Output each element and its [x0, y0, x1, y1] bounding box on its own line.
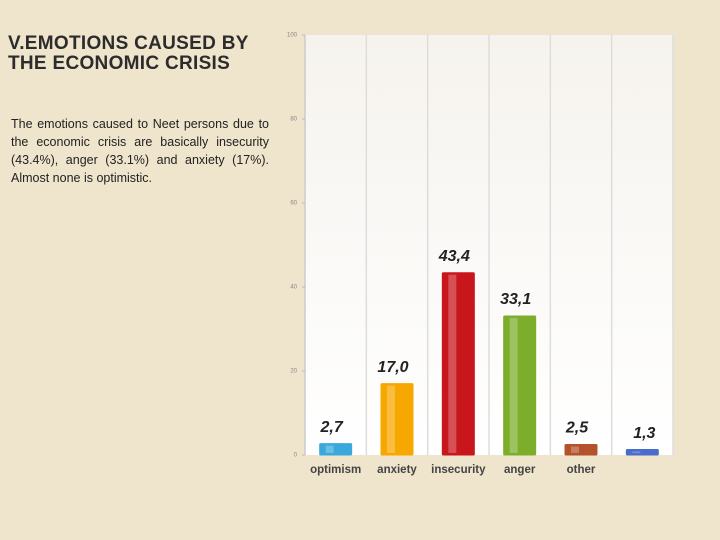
bar-highlight — [387, 385, 395, 453]
value-label: 2,7 — [320, 419, 344, 436]
value-label: 43,4 — [438, 248, 470, 265]
bar-highlight — [571, 446, 579, 453]
bar — [625, 449, 659, 456]
x-tick-label: other — [567, 464, 596, 476]
slide-body: The emotions caused to Neet persons due … — [11, 117, 269, 185]
value-label: 2,5 — [565, 420, 589, 437]
y-tick-label: 80 — [290, 117, 297, 123]
value-label: 33,1 — [500, 291, 531, 308]
bar-highlight — [509, 317, 518, 453]
y-tick-label: 40 — [290, 285, 297, 291]
bar — [564, 444, 598, 456]
x-tick-label: anger — [504, 464, 536, 476]
bar — [319, 443, 353, 456]
value-label: 17,0 — [377, 359, 408, 376]
bar — [441, 272, 475, 456]
x-tick-label: optimism — [310, 464, 361, 476]
value-label: 1,3 — [633, 425, 655, 442]
y-tick-label: 0 — [294, 453, 298, 459]
bar-highlight — [448, 274, 457, 453]
bar-highlight — [632, 451, 641, 453]
bar — [503, 315, 537, 456]
x-tick-label: insecurity — [431, 464, 486, 476]
bar-highlight — [325, 445, 334, 453]
y-tick-label: 100 — [287, 33, 298, 39]
y-tick-label: 20 — [290, 369, 297, 375]
y-tick-label: 60 — [290, 201, 297, 207]
slide-title: V.EMOTIONS CAUSED BY THE ECONOMIC CRISIS — [8, 33, 249, 74]
x-tick-label: anxiety — [377, 464, 417, 476]
bar — [380, 383, 414, 456]
